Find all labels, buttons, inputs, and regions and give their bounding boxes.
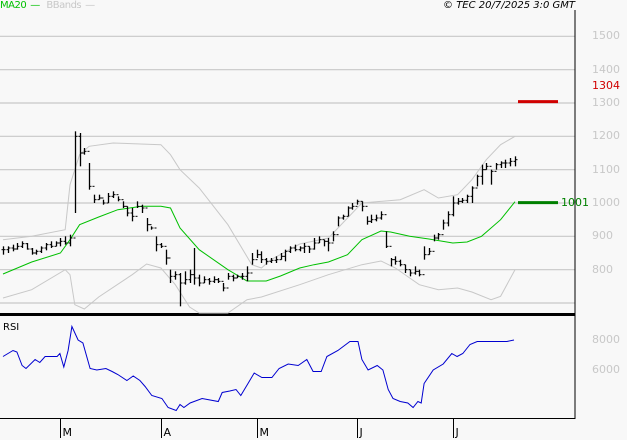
price-marker-label: 1001 <box>561 195 589 209</box>
price-marker-label: 1304 <box>592 78 620 92</box>
month-label: M <box>62 426 73 439</box>
month-label: A <box>163 426 172 439</box>
month-label: J <box>455 426 459 439</box>
y-tick-label: 1400 <box>592 62 620 76</box>
y-tick-label: 900 <box>592 229 613 243</box>
y-tick-label: 1000 <box>592 196 620 209</box>
rsi-title: RSI <box>3 322 20 333</box>
bband-lower-line <box>2 260 516 314</box>
y-tick-label: 1200 <box>592 129 620 143</box>
y-tick-label: 1500 <box>592 29 620 43</box>
y-tick-label: 800 <box>592 262 613 276</box>
bband-upper-line <box>2 135 516 269</box>
month-label: J <box>359 426 363 439</box>
rsi-line <box>2 324 515 412</box>
ma20-line <box>2 201 516 282</box>
legend: MA20— BBands — <box>0 0 99 11</box>
month-label: M <box>259 426 270 439</box>
y-tick-label: 1100 <box>592 162 620 176</box>
rsi-tick-label: 8000 <box>592 333 620 346</box>
legend-ma20-label: MA20 <box>0 0 27 11</box>
copyright-timestamp: © TEC 20/7/2025 3:0 GMT <box>443 0 575 11</box>
y-tick-label: 1300 <box>592 96 620 109</box>
legend-bbands: BBands — <box>46 0 95 11</box>
legend-ma20: MA20— <box>0 0 40 11</box>
legend-bbands-label: BBands <box>46 0 82 11</box>
rsi-tick-label: 6000 <box>592 363 620 376</box>
